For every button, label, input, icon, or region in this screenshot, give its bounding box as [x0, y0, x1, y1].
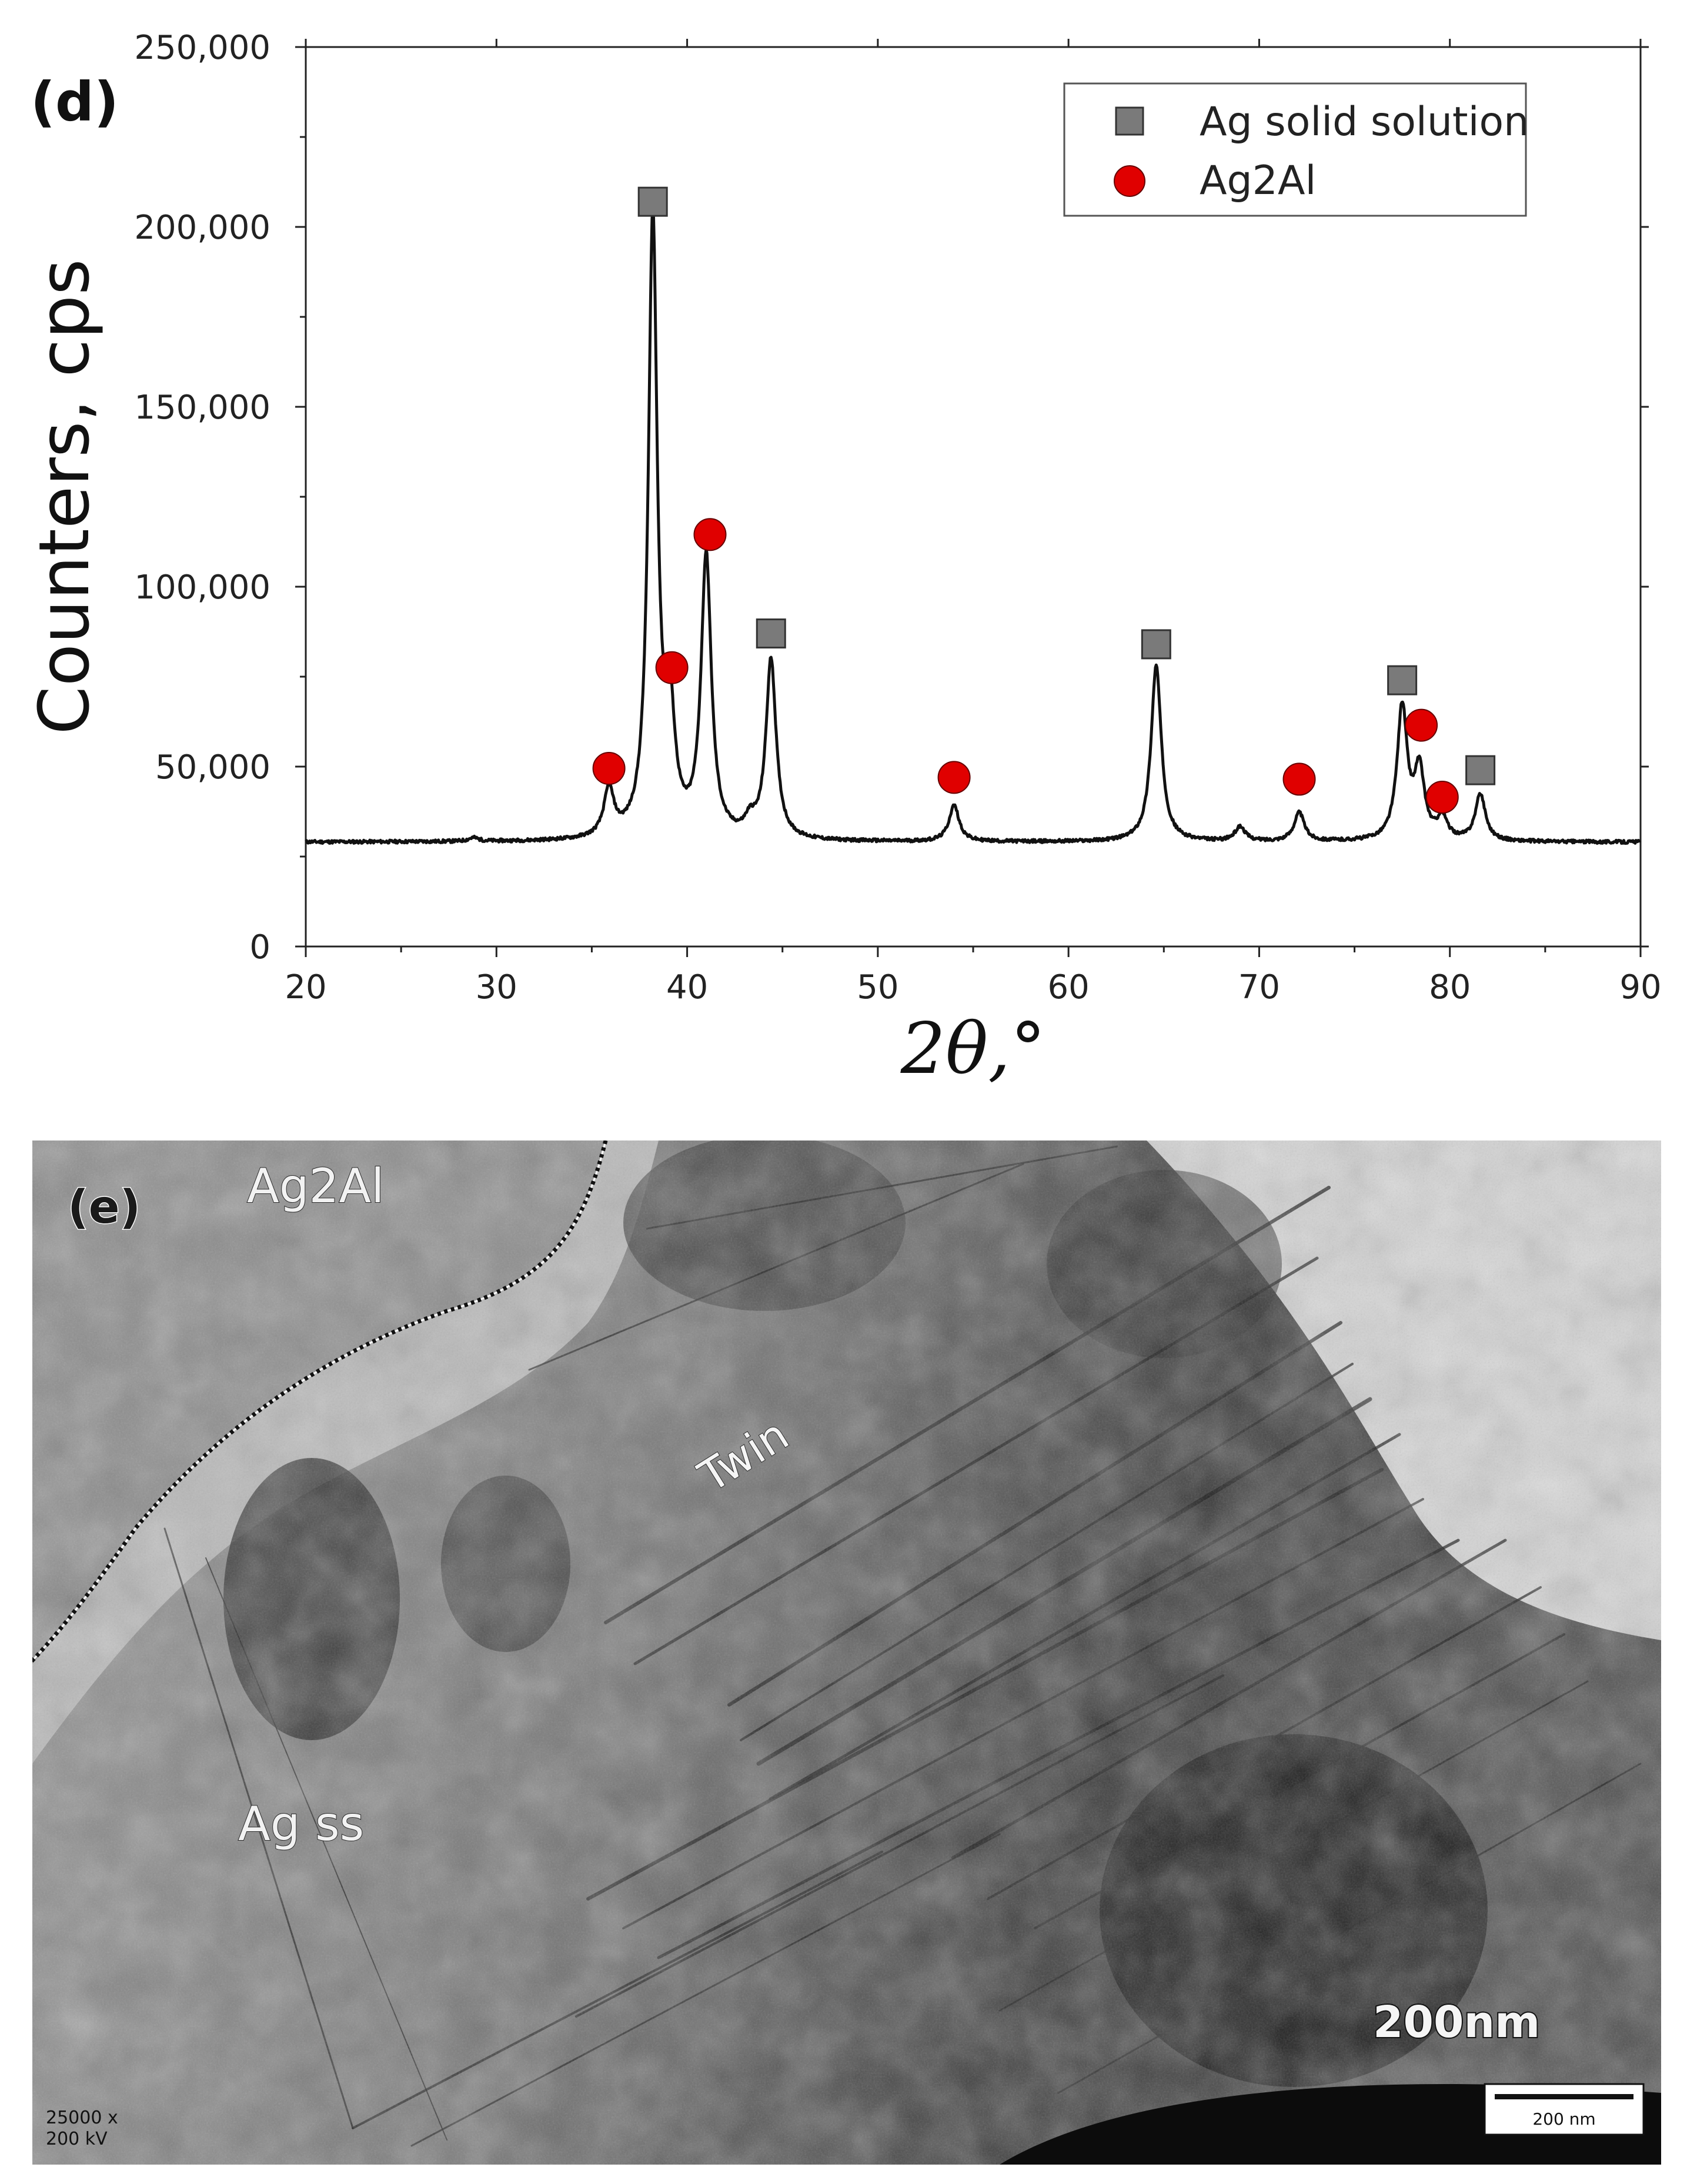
y-axis-label: Counters, cps: [24, 259, 105, 734]
panel-label-e: (e): [68, 1181, 141, 1234]
x-tick-label: 30: [476, 968, 517, 1006]
marker-ag2al: [1405, 708, 1438, 742]
scale-bar-label: 200 nm: [1532, 2109, 1595, 2129]
x-tick-label: 90: [1619, 968, 1661, 1006]
legend-marker-ag2al: [1114, 165, 1145, 197]
x-tick-label: 60: [1048, 968, 1090, 1006]
texture-grain: [32, 1141, 1661, 2165]
marker-ag-solid-solution: [1465, 755, 1496, 785]
y-tick-label: 250,000: [134, 29, 270, 67]
legend-marker-ag-solid-solution: [1115, 106, 1144, 136]
tem-micrograph: (e) Ag2Al Twin Ag ss 200nm 25000 x 200 k…: [32, 1141, 1661, 2165]
scale-bar: 200 nm: [1484, 2083, 1645, 2136]
y-axis-ticks: 0 50,000 100,000 150,000 200,000 250,000: [134, 29, 1649, 966]
marker-ag2al: [655, 651, 689, 684]
grain-boundary-line-highlight: [32, 1141, 607, 1662]
marker-ag2al: [937, 761, 971, 794]
y-tick-label: 100,000: [134, 568, 270, 607]
phase-markers: [592, 186, 1496, 814]
scale-bar-line: [1495, 2094, 1633, 2099]
x-tick-label: 50: [857, 968, 898, 1006]
marker-ag-solid-solution: [756, 618, 786, 649]
x-tick-label: 80: [1429, 968, 1471, 1006]
x-tick-label: 70: [1238, 968, 1280, 1006]
legend-box: [1063, 82, 1527, 217]
legend-label-ag2al: Ag2Al: [1200, 158, 1316, 204]
xrd-pattern-line: [305, 203, 1642, 845]
marker-ag-solid-solution: [637, 186, 668, 217]
marker-ag-solid-solution: [1141, 629, 1171, 660]
y-tick-label: 150,000: [134, 389, 270, 427]
xrd-chart: (d) 20 30 40 50 60 70 80 90 0 50,000 100,000 150,0…: [24, 29, 1662, 1090]
x-axis-ticks: 20 30 40 50 60 70 80 90: [285, 39, 1662, 1006]
scale-label-large: 200nm: [1373, 1997, 1540, 2048]
grain-boundary-line: [32, 1141, 608, 1664]
marker-ag2al: [693, 518, 727, 551]
marker-ag2al: [1282, 762, 1316, 796]
marker-ag2al: [1425, 781, 1459, 814]
panel-label-d: (d): [31, 71, 119, 133]
y-tick-label: 0: [249, 928, 270, 966]
y-tick-label: 200,000: [134, 209, 270, 247]
marker-ag2al: [592, 752, 626, 785]
scale-bar-box: [1484, 2083, 1645, 2136]
label-ag2al: Ag2Al: [247, 1159, 384, 1213]
x-tick-label: 40: [666, 968, 708, 1006]
legend-label-ag-solid-solution: Ag solid solution: [1200, 99, 1529, 145]
marker-ag-solid-solution: [1387, 665, 1418, 695]
x-tick-label: 20: [285, 968, 326, 1006]
instrument-readout: 25000 x 200 kV: [46, 2108, 123, 2149]
label-ag-ss: Ag ss: [238, 1797, 364, 1851]
x-axis-label: 2θ,°: [900, 1008, 1046, 1090]
y-tick-label: 50,000: [155, 748, 270, 787]
legend: Ag solid solution Ag2Al: [1063, 82, 1529, 217]
